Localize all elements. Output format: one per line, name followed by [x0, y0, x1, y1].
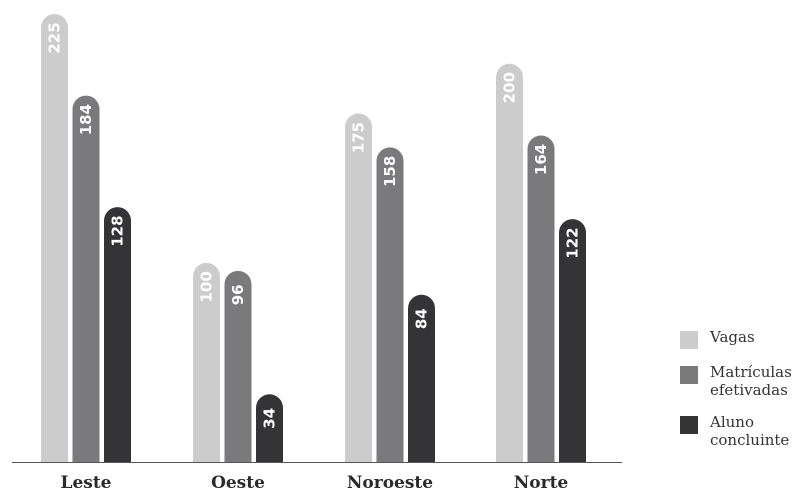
legend-swatch-matriculas: [680, 366, 698, 384]
data-label-oeste-matriculas-efetivadas: 96: [229, 284, 247, 305]
legend-item-matriculas: Matrículas efetivadas: [680, 363, 805, 399]
bar-leste-vagas: [41, 14, 68, 463]
bar-oeste-matriculas-efetivadas: [224, 270, 252, 462]
category-label-leste: Leste: [60, 473, 111, 492]
data-label-norte-aluno-concluinte: 122: [564, 227, 582, 258]
data-label-noroeste-vagas: 175: [350, 122, 368, 153]
legend-label-vagas: Vagas: [710, 328, 755, 346]
legend-swatch-concluinte: [680, 416, 698, 434]
data-label-leste-aluno-concluinte: 128: [109, 215, 127, 246]
bar-norte-matriculas-efetivadas: [527, 135, 555, 463]
bar-noroeste-vagas: [345, 113, 372, 463]
data-label-oeste-vagas: 100: [198, 271, 216, 302]
bar-noroeste-matriculas-efetivadas: [376, 147, 404, 462]
legend-item-concluinte: Aluno concluinte: [680, 413, 805, 449]
data-label-noroeste-aluno-concluinte: 84: [413, 308, 431, 329]
bar-leste-matriculas-efetivadas: [72, 95, 100, 463]
bar-leste-aluno-concluinte: [104, 207, 131, 462]
bar-oeste-vagas: [193, 262, 220, 462]
legend-swatch-vagas: [680, 331, 698, 349]
data-label-leste-matriculas-efetivadas: 184: [77, 104, 95, 135]
category-label-noroeste: Noroeste: [347, 473, 433, 492]
data-label-leste-vagas: 225: [46, 22, 64, 53]
bar-noroeste-aluno-concluinte: [408, 294, 435, 462]
category-label-oeste: Oeste: [211, 473, 265, 492]
data-label-oeste-aluno-concluinte: 34: [261, 408, 279, 429]
legend-label-matriculas: Matrículas efetivadas: [710, 363, 792, 399]
data-label-norte-vagas: 200: [501, 72, 519, 103]
bar-norte-aluno-concluinte: [559, 219, 586, 462]
legend: Vagas Matrículas efetivadas Aluno conclu…: [680, 328, 805, 463]
legend-label-concluinte: Aluno concluinte: [710, 413, 790, 449]
category-label-norte: Norte: [514, 473, 569, 492]
bar-oeste-aluno-concluinte: [256, 394, 283, 462]
data-label-noroeste-matriculas-efetivadas: 158: [381, 156, 399, 187]
legend-item-vagas: Vagas: [680, 328, 805, 349]
data-label-norte-matriculas-efetivadas: 164: [532, 144, 550, 175]
bar-norte-vagas: [496, 63, 523, 463]
